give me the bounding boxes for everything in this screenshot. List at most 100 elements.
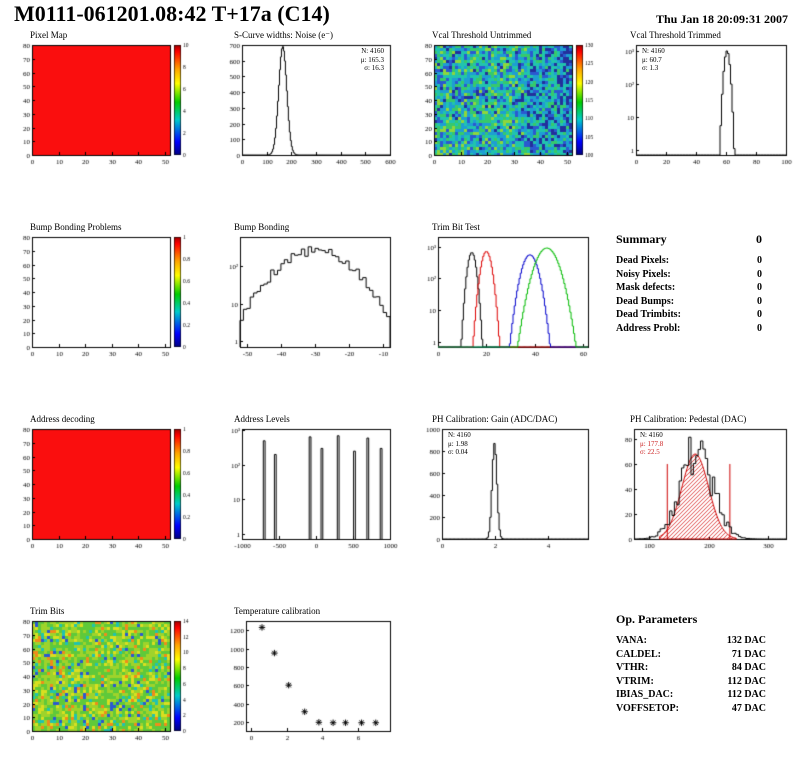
summary-value: 0 bbox=[757, 322, 762, 334]
trim-bits-canvas bbox=[16, 618, 194, 744]
plot-bump-bonding-problems: Bump Bonding Problems bbox=[16, 222, 194, 362]
stats-n: N: 4160 bbox=[448, 431, 471, 439]
summary-row: Address Probl: 0 bbox=[616, 322, 762, 336]
summary-value: 0 bbox=[757, 268, 762, 280]
op-parameters-heading: Op. Parameters bbox=[616, 612, 698, 626]
op-parameter-value: 84 DAC bbox=[731, 662, 766, 673]
plot-scurve-noise: S-Curve widths: Noise (e⁻) N: 4160 μ: 16… bbox=[220, 30, 398, 170]
plot-pixel-map: Pixel Map bbox=[16, 30, 194, 170]
summary-value: 0 bbox=[757, 255, 762, 266]
op-parameter-label: IBIAS_DAC: bbox=[616, 689, 674, 700]
plot-title: Bump Bonding Problems bbox=[30, 222, 122, 232]
plot-title: S-Curve widths: Noise (e⁻) bbox=[234, 30, 333, 40]
op-parameter-row: CALDEL: 71 DAC bbox=[616, 648, 766, 662]
stats-box: N: 4160 μ: 177.8 σ: 22.5 bbox=[640, 431, 663, 457]
plot-title: Pixel Map bbox=[30, 30, 68, 40]
plot-title: Address Levels bbox=[234, 414, 290, 424]
op-parameter-label: VOFFSETOP: bbox=[616, 702, 679, 714]
plot-address-levels: Address Levels bbox=[220, 414, 398, 554]
bump-bonding-canvas bbox=[220, 234, 398, 360]
ph-gain-canvas bbox=[418, 426, 596, 552]
plot-trim-bits: Trim Bits bbox=[16, 606, 194, 746]
stats-sigma: σ: 22.5 bbox=[640, 448, 660, 456]
op-parameter-label: VTRIM: bbox=[616, 675, 654, 687]
summary-row: Dead Pixels: 0 bbox=[616, 254, 762, 268]
stats-sigma: σ: 0.04 bbox=[448, 448, 468, 456]
vcal-trimmed-canvas bbox=[616, 42, 794, 168]
summary-label: Dead Trimbits: bbox=[616, 309, 681, 320]
op-parameter-row: VTRIM: 112 DAC bbox=[616, 675, 766, 689]
trim-bit-test-canvas bbox=[418, 234, 596, 360]
op-parameter-row: VOFFSETOP: 47 DAC bbox=[616, 702, 766, 716]
bump-problems-canvas bbox=[16, 234, 194, 360]
stats-box: N: 4160 μ: 60.7 σ: 1.3 bbox=[642, 47, 665, 73]
pixel-map-canvas bbox=[16, 42, 194, 168]
stats-mu: μ: 177.8 bbox=[640, 439, 664, 448]
plot-title: Vcal Threshold Trimmed bbox=[630, 30, 721, 40]
stats-mu: μ: 165.3 bbox=[360, 55, 384, 64]
plot-title: Temperature calibration bbox=[234, 606, 321, 616]
stats-n: N: 4160 bbox=[361, 47, 384, 55]
summary-value: 0 bbox=[757, 282, 762, 293]
plot-address-decoding: Address decoding bbox=[16, 414, 194, 554]
summary-row: Mask defects: 0 bbox=[616, 281, 762, 295]
plot-vcal-threshold-trimmed: Vcal Threshold Trimmed N: 4160 μ: 60.7 σ… bbox=[616, 30, 794, 170]
plot-title: Address decoding bbox=[30, 414, 95, 424]
stats-sigma: σ: 1.3 bbox=[642, 64, 659, 72]
stats-sigma: σ: 16.3 bbox=[364, 64, 384, 72]
plot-trim-bit-test: Trim Bit Test bbox=[418, 222, 596, 362]
summary-row: Dead Trimbits: 0 bbox=[616, 308, 762, 322]
op-parameter-label: VTHR: bbox=[616, 662, 649, 673]
plot-ph-pedestal: PH Calibration: Pedestal (DAC) N: 4160 μ… bbox=[616, 414, 794, 554]
summary-row: Dead Bumps: 0 bbox=[616, 295, 762, 309]
stats-box: N: 4160 μ: 165.3 σ: 16.3 bbox=[361, 47, 384, 73]
op-parameter-row: VANA: 132 DAC bbox=[616, 634, 766, 648]
address-decoding-canvas bbox=[16, 426, 194, 552]
temperature-calibration-canvas bbox=[220, 618, 398, 744]
op-parameter-value: 112 DAC bbox=[727, 689, 766, 700]
summary-label: Mask defects: bbox=[616, 282, 676, 293]
plot-title: PH Calibration: Gain (ADC/DAC) bbox=[432, 414, 558, 424]
op-parameter-label: CALDEL: bbox=[616, 648, 662, 660]
op-parameter-value: 71 DAC bbox=[731, 648, 766, 660]
summary-heading-row: Summary 0 bbox=[616, 232, 762, 247]
stats-n: N: 4160 bbox=[642, 47, 665, 55]
address-levels-canvas bbox=[220, 426, 398, 552]
summary-label: Dead Bumps: bbox=[616, 295, 675, 307]
plot-vcal-threshold-untrimmed: Vcal Threshold Untrimmed bbox=[418, 30, 596, 170]
plot-bump-bonding: Bump Bonding bbox=[220, 222, 398, 362]
op-parameter-label: VANA: bbox=[616, 635, 647, 646]
stats-box: N: 4160 μ: 1.98 σ: 0.04 bbox=[448, 431, 471, 457]
plot-title: Trim Bits bbox=[30, 606, 65, 616]
op-parameter-row: IBIAS_DAC: 112 DAC bbox=[616, 688, 766, 702]
op-parameters-panel: Op. Parameters VANA: 132 DAC CALDEL: 71 … bbox=[616, 612, 766, 715]
summary-label: Dead Pixels: bbox=[616, 255, 670, 266]
report-datetime: Thu Jan 18 20:09:31 2007 bbox=[655, 12, 788, 26]
plot-title: Vcal Threshold Untrimmed bbox=[432, 30, 532, 40]
op-parameters-heading-row: Op. Parameters bbox=[616, 612, 766, 627]
summary-value: 0 bbox=[757, 309, 762, 320]
summary-label: Noisy Pixels: bbox=[616, 268, 671, 280]
stats-mu: μ: 60.7 bbox=[642, 55, 662, 64]
op-parameter-value: 112 DAC bbox=[727, 675, 766, 687]
summary-heading: Summary bbox=[616, 232, 667, 246]
report-title: M0111-061201.08:42 T+17a (C14) bbox=[14, 1, 330, 26]
summary-panel: Summary 0 Dead Pixels: 0 Noisy Pixels: 0… bbox=[616, 232, 762, 335]
summary-label: Address Probl: bbox=[616, 322, 681, 334]
ph-pedestal-canvas bbox=[616, 426, 794, 552]
op-parameter-value: 132 DAC bbox=[726, 635, 766, 646]
plot-title: PH Calibration: Pedestal (DAC) bbox=[630, 414, 747, 424]
op-parameter-value: 47 DAC bbox=[731, 702, 766, 714]
scurve-noise-canvas bbox=[220, 42, 398, 168]
stats-n: N: 4160 bbox=[640, 431, 663, 439]
plot-title: Trim Bit Test bbox=[432, 222, 480, 232]
stats-mu: μ: 1.98 bbox=[448, 439, 468, 448]
summary-total: 0 bbox=[756, 232, 762, 246]
plot-title: Bump Bonding bbox=[234, 222, 290, 232]
op-parameter-row: VTHR: 84 DAC bbox=[616, 661, 766, 675]
summary-row: Noisy Pixels: 0 bbox=[616, 268, 762, 282]
vcal-untrimmed-canvas bbox=[418, 42, 596, 168]
plot-temperature-calibration: Temperature calibration bbox=[220, 606, 398, 746]
summary-value: 0 bbox=[757, 295, 762, 307]
